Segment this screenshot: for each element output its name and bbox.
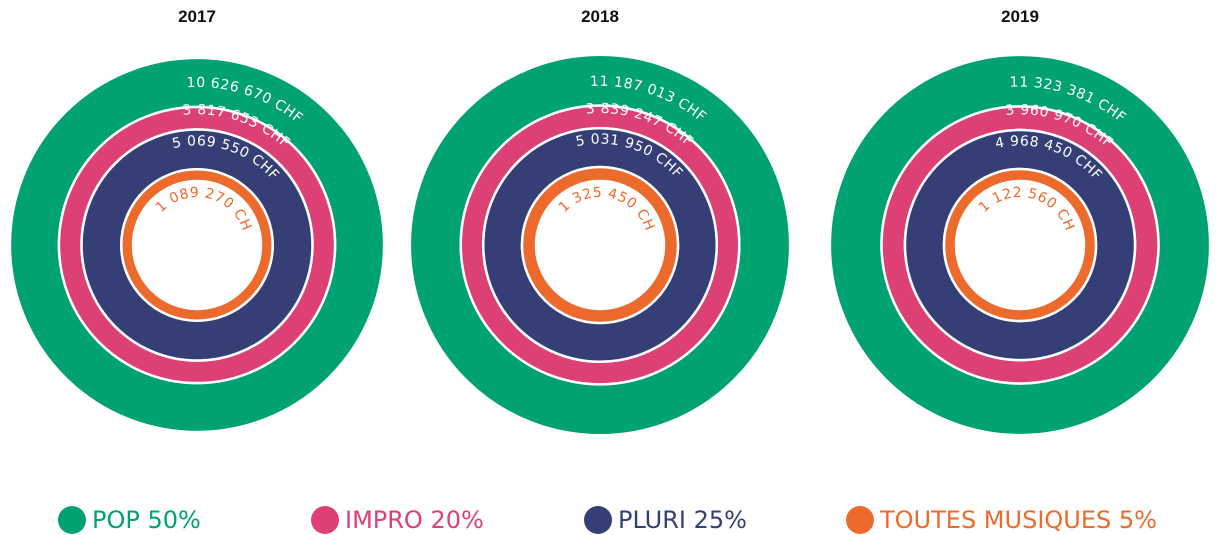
ring xyxy=(120,168,274,322)
chart-title: 2019 xyxy=(1001,7,1039,26)
legend-label: TOUTES MUSIQUES 5% xyxy=(879,506,1157,534)
legend-swatch xyxy=(58,506,86,534)
ring xyxy=(481,127,719,363)
legend-swatch xyxy=(846,506,874,534)
legend-label: POP 50% xyxy=(92,506,201,534)
chart-title: 2017 xyxy=(178,7,216,26)
legend-swatch xyxy=(311,506,339,534)
ring xyxy=(903,128,1137,362)
legend-label: IMPRO 20% xyxy=(345,506,484,534)
chart-title: 2018 xyxy=(581,7,619,26)
ring xyxy=(942,167,1098,323)
ring xyxy=(520,165,680,325)
legend-label: PLURI 25% xyxy=(618,506,747,534)
legend-swatch xyxy=(584,506,612,534)
